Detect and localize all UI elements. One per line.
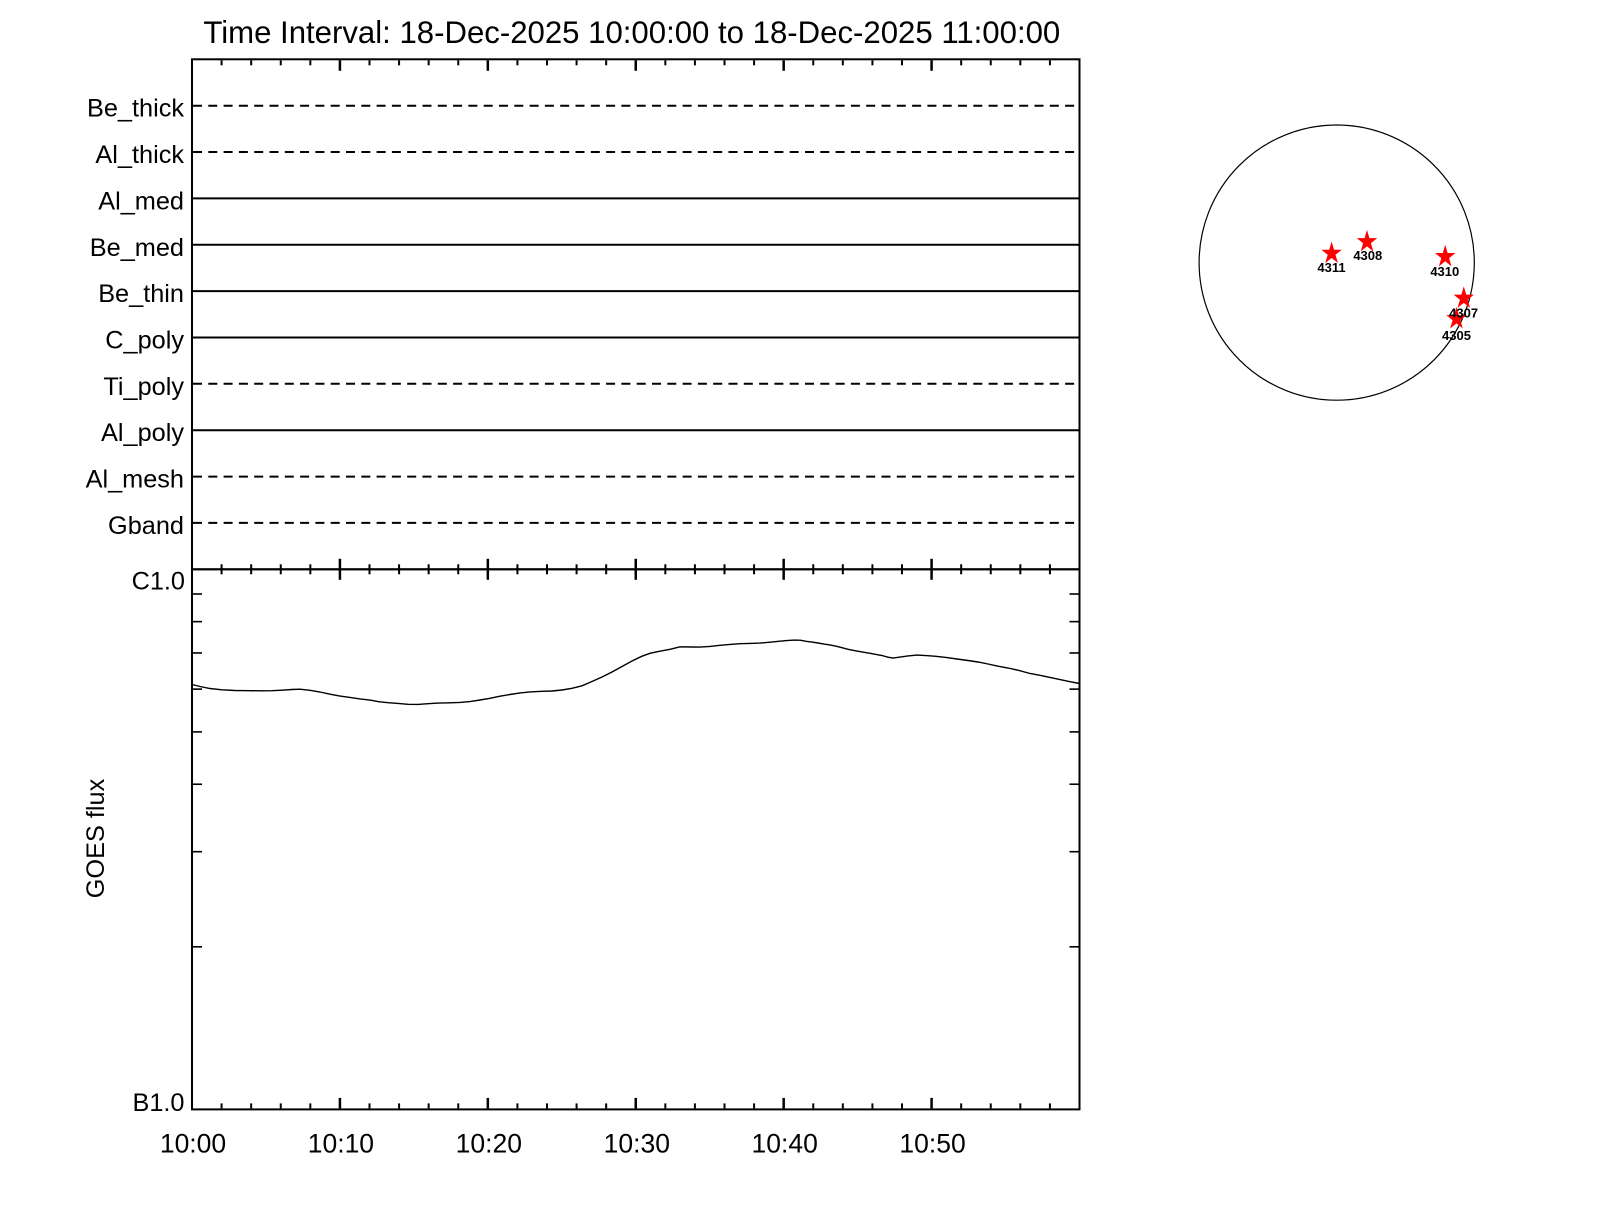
svg-text:10:20: 10:20 bbox=[456, 1129, 522, 1159]
svg-text:4311: 4311 bbox=[1317, 260, 1345, 275]
svg-text:4305: 4305 bbox=[1442, 328, 1471, 343]
svg-text:4307: 4307 bbox=[1449, 306, 1478, 321]
svg-text:C1.0: C1.0 bbox=[132, 568, 185, 596]
svg-text:10:30: 10:30 bbox=[604, 1129, 670, 1159]
svg-text:Gband: Gband bbox=[108, 512, 184, 540]
svg-text:Al_thick: Al_thick bbox=[95, 141, 184, 169]
svg-text:C_poly: C_poly bbox=[105, 327, 184, 355]
svg-text:Al_mesh: Al_mesh bbox=[86, 466, 184, 494]
svg-text:Al_poly: Al_poly bbox=[101, 419, 184, 447]
svg-text:10:00: 10:00 bbox=[160, 1129, 226, 1159]
svg-text:Time Interval: 18-Dec-2025 10:: Time Interval: 18-Dec-2025 10:00:00 to 1… bbox=[203, 15, 1060, 50]
svg-text:10:10: 10:10 bbox=[308, 1129, 374, 1159]
svg-text:4308: 4308 bbox=[1353, 248, 1382, 263]
svg-text:Al_med: Al_med bbox=[98, 187, 184, 215]
svg-text:10:40: 10:40 bbox=[752, 1129, 818, 1159]
svg-text:Be_med: Be_med bbox=[90, 234, 184, 262]
svg-text:GOES flux: GOES flux bbox=[82, 778, 110, 898]
svg-text:10:50: 10:50 bbox=[899, 1129, 965, 1159]
svg-text:Be_thick: Be_thick bbox=[87, 95, 184, 123]
svg-text:4310: 4310 bbox=[1430, 264, 1459, 279]
svg-text:B1.0: B1.0 bbox=[132, 1089, 184, 1117]
svg-text:Be_thin: Be_thin bbox=[98, 280, 184, 308]
svg-text:Ti_poly: Ti_poly bbox=[103, 373, 184, 401]
